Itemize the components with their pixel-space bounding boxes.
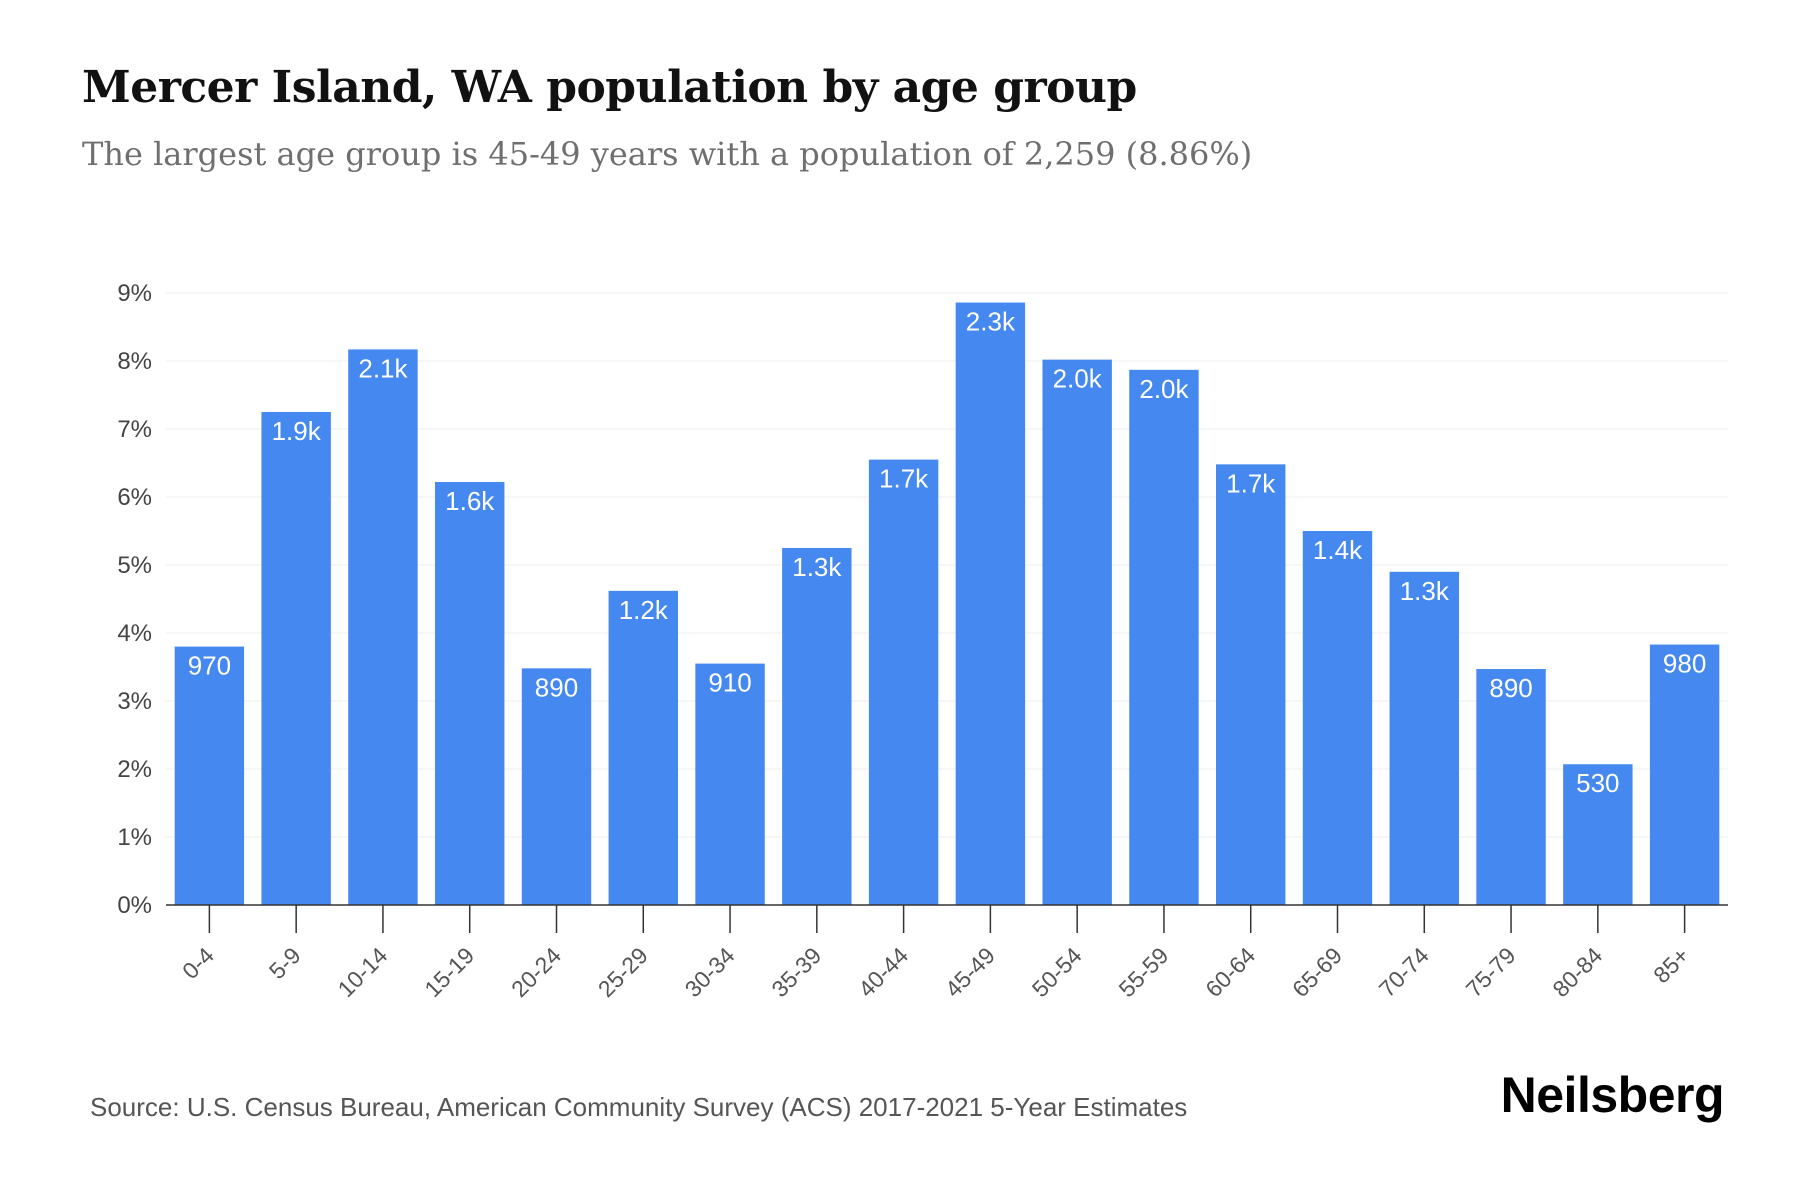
y-tick-label: 2% <box>117 756 152 783</box>
bar <box>521 668 592 905</box>
x-tick-label: 5-9 <box>264 942 306 984</box>
x-tick-label: 55-59 <box>1113 942 1173 1002</box>
bar-data-label: 1.7k <box>879 464 929 494</box>
bar-data-label: 530 <box>1576 768 1619 798</box>
bar-chart: 0% 1% 2% 3% 4% 5% 6% 7% 8% 9% 970 1.9k 2.1k 1.6k 890 1… <box>117 280 1728 1002</box>
source-note: Source: U.S. Census Bureau, American Com… <box>90 1092 1188 1122</box>
x-tick-label: 85+ <box>1648 942 1694 988</box>
bar-data-label: 910 <box>708 668 751 698</box>
bars <box>174 302 1720 906</box>
bar <box>1302 531 1373 905</box>
bar-data-label: 1.3k <box>792 552 842 582</box>
bar <box>435 482 505 905</box>
bar-data-label: 970 <box>188 651 231 681</box>
x-tick-label: 20-24 <box>506 942 566 1002</box>
y-tick-label: 7% <box>117 416 152 443</box>
y-tick-label: 4% <box>117 620 152 647</box>
x-tick-label: 80-84 <box>1547 942 1607 1002</box>
bar <box>695 663 765 905</box>
bar-data-label: 890 <box>1489 673 1532 703</box>
x-tick-label: 50-54 <box>1027 942 1087 1002</box>
bar <box>1649 644 1720 905</box>
x-tick-label: 70-74 <box>1374 942 1434 1002</box>
x-tick-label: 40-44 <box>853 942 913 1002</box>
bar <box>1129 369 1199 906</box>
bar <box>868 459 939 905</box>
y-tick-label: 0% <box>117 892 152 919</box>
bar-data-label: 1.2k <box>619 595 669 625</box>
bar <box>174 646 245 905</box>
y-tick-label: 6% <box>117 484 152 511</box>
bar <box>782 548 852 905</box>
bar-data-label: 2.0k <box>1053 364 1103 394</box>
x-tick-label: 10-14 <box>332 942 392 1002</box>
bar <box>261 412 331 905</box>
x-axis: 0-4 5-9 10-14 15-19 20-24 25-29 30-34 35-39 40-4… <box>166 904 1728 1002</box>
bar-data-label: 1.9k <box>272 416 322 446</box>
bar <box>1389 571 1459 905</box>
bar-data-label: 1.7k <box>1226 468 1276 498</box>
bar <box>1216 464 1286 905</box>
bar-data-label: 1.4k <box>1313 535 1363 565</box>
bar <box>348 349 418 905</box>
chart-title: Mercer Island, WA population by age grou… <box>82 62 1137 113</box>
x-tick-label: 25-29 <box>593 942 653 1002</box>
x-tick-label: 35-39 <box>766 942 826 1002</box>
bar <box>955 302 1026 905</box>
x-tick-label: 75-79 <box>1461 942 1521 1002</box>
bar-data-label: 890 <box>535 672 578 702</box>
bar-data-label: 2.1k <box>358 353 408 383</box>
y-tick-label: 8% <box>117 348 152 375</box>
x-tick-label: 30-34 <box>680 942 740 1002</box>
gridlines <box>166 292 1728 838</box>
y-axis-ticks: 0% 1% 2% 3% 4% 5% 6% 7% 8% 9% <box>117 280 152 919</box>
bar-data-labels: 970 1.9k 2.1k 1.6k 890 1.2k 910 1.3k 1.7k 2.3k 2.0… <box>188 307 1707 799</box>
bar-data-label: 1.3k <box>1400 576 1450 606</box>
brand-logo: Neilsberg <box>1500 1067 1725 1123</box>
bar-data-label: 980 <box>1663 649 1706 679</box>
bar <box>1563 764 1633 905</box>
bar <box>1042 359 1112 905</box>
bar <box>1476 669 1546 905</box>
bar-data-label: 2.0k <box>1139 374 1189 404</box>
y-tick-label: 9% <box>117 280 152 307</box>
y-tick-label: 5% <box>117 552 152 579</box>
y-tick-label: 1% <box>117 824 152 851</box>
x-tick-label: 45-49 <box>940 942 1000 1002</box>
x-tick-label: 65-69 <box>1287 942 1347 1002</box>
bar-data-label: 2.3k <box>966 307 1016 337</box>
x-tick-label: 0-4 <box>177 942 219 984</box>
bar-data-label: 1.6k <box>445 486 495 516</box>
x-tick-label: 15-19 <box>419 942 479 1002</box>
bar <box>608 590 678 905</box>
x-tick-label: 60-64 <box>1200 942 1260 1002</box>
chart-subtitle: The largest age group is 45-49 years wit… <box>82 135 1253 173</box>
y-tick-label: 3% <box>117 688 152 715</box>
